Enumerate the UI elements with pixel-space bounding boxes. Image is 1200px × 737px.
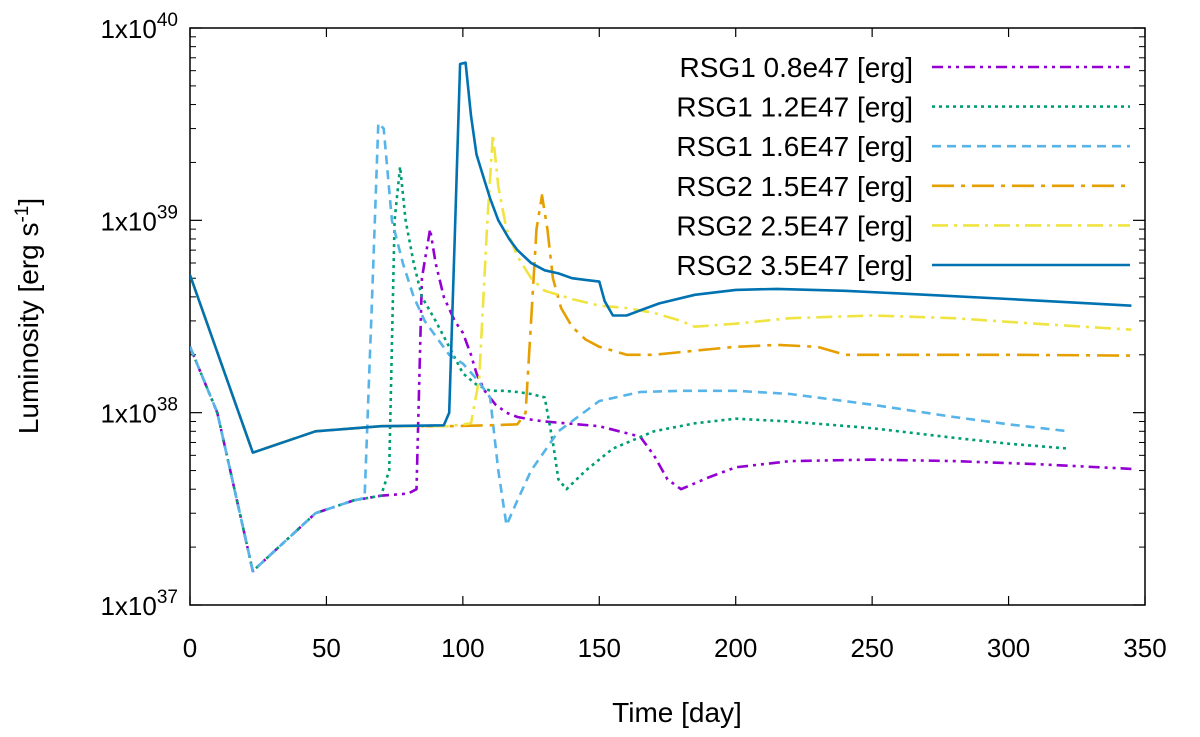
legend: RSG1 0.8e47 [erg] RSG1 1.2E47 [erg] RSG1 1… — [676, 52, 1130, 281]
plot-frame — [189, 27, 1146, 606]
series-line — [190, 165, 1069, 573]
x-tick-label: 200 — [714, 633, 757, 663]
series-line — [190, 61, 1132, 454]
legend-label: RSG1 0.8e47 [erg] — [680, 52, 913, 83]
y-axis-label-text: Luminosity [erg s — [13, 223, 44, 435]
series-layer — [190, 61, 1132, 573]
x-tick-label: 300 — [987, 633, 1030, 663]
y-tick-exponent: 38 — [157, 395, 178, 416]
legend-label: RSG2 3.5E47 [erg] — [676, 250, 913, 281]
axis-ticks: 0 50 100 150 200 250 300 3501x10371x10381x10391… — [100, 10, 1166, 663]
x-tick-label: 0 — [183, 633, 197, 663]
y-axis-label-sup: -1 — [12, 206, 33, 223]
x-tick-label: 100 — [441, 633, 484, 663]
series-line — [190, 121, 1069, 573]
y-tick-label: 1x1039 — [100, 202, 178, 236]
legend-label: RSG2 2.5E47 [erg] — [676, 210, 913, 241]
x-axis-label: Time [day] — [612, 697, 742, 728]
y-tick-base: 1x10 — [100, 14, 156, 44]
y-tick-label: 1x1038 — [100, 395, 178, 429]
legend-label: RSG2 1.5E47 [erg] — [676, 171, 913, 202]
series-line — [190, 227, 1132, 573]
series-line — [190, 194, 1132, 454]
y-axis-label: Luminosity [erg s-1] — [12, 198, 44, 434]
x-tick-label: 250 — [850, 633, 893, 663]
x-tick-label: 350 — [1123, 633, 1166, 663]
x-tick-label: 150 — [578, 633, 621, 663]
y-tick-exponent: 40 — [157, 10, 178, 31]
y-tick-base: 1x10 — [100, 206, 156, 236]
y-tick-base: 1x10 — [100, 399, 156, 429]
y-axis-label-close: ] — [13, 198, 44, 206]
series-line — [190, 133, 1132, 454]
y-tick-exponent: 37 — [157, 587, 178, 608]
legend-label: RSG1 1.6E47 [erg] — [676, 131, 913, 162]
y-tick-label: 1x1040 — [100, 10, 178, 44]
y-tick-exponent: 39 — [157, 202, 178, 223]
legend-label: RSG1 1.2E47 [erg] — [676, 92, 913, 123]
x-tick-label: 50 — [312, 633, 341, 663]
y-tick-base: 1x10 — [100, 591, 156, 621]
y-tick-label: 1x1037 — [100, 587, 178, 621]
